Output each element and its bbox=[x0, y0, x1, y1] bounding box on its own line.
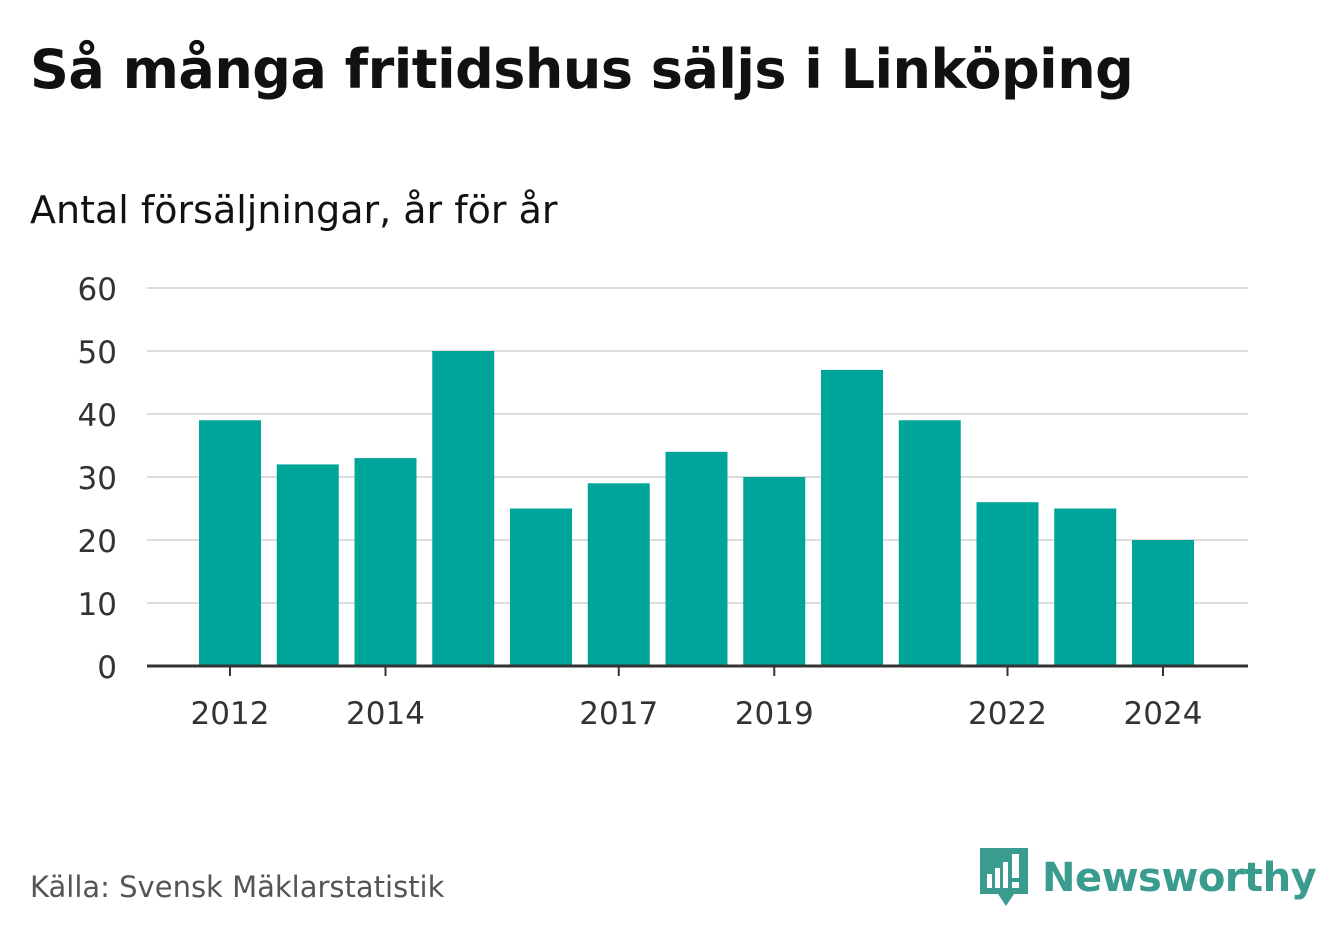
x-tick-label: 2022 bbox=[968, 696, 1047, 732]
x-tick-label: 2012 bbox=[191, 696, 270, 732]
y-tick-label: 0 bbox=[97, 650, 117, 686]
y-tick-label: 10 bbox=[78, 587, 117, 623]
source-note: Källa: Svensk Mäklarstatistik bbox=[30, 870, 445, 904]
bar bbox=[665, 451, 728, 666]
bar bbox=[1054, 508, 1117, 666]
bar bbox=[199, 420, 261, 666]
chart-subtitle: Antal försäljningar, år för år bbox=[30, 188, 558, 232]
bar bbox=[276, 464, 339, 666]
x-tick-label: 2024 bbox=[1124, 696, 1203, 732]
newsworthy-logo-icon bbox=[980, 848, 1028, 906]
x-tick-label: 2017 bbox=[579, 696, 658, 732]
brand-logo: Newsworthy bbox=[980, 848, 1317, 908]
bar-chart: 0 10 20 30 40 50 60 2012 2014 2017 2019 2022 2024 bbox=[78, 272, 1248, 732]
y-tick-label: 30 bbox=[78, 461, 117, 497]
bar bbox=[976, 502, 1039, 666]
y-tick-label: 50 bbox=[78, 335, 117, 371]
y-tick-label: 20 bbox=[78, 524, 117, 560]
x-tick-label: 2019 bbox=[735, 696, 814, 732]
y-tick-label: 60 bbox=[78, 272, 117, 308]
bar bbox=[743, 477, 806, 666]
bar bbox=[587, 483, 650, 666]
bar bbox=[1132, 540, 1194, 666]
bar bbox=[510, 508, 572, 666]
brand-name: Newsworthy bbox=[1042, 855, 1317, 901]
bar bbox=[821, 369, 883, 666]
bar bbox=[898, 420, 961, 666]
x-tick-label: 2014 bbox=[346, 696, 425, 732]
y-tick-label: 40 bbox=[78, 398, 117, 434]
bar bbox=[432, 351, 495, 666]
chart-title: Så många fritidshus säljs i Linköping bbox=[30, 38, 1134, 101]
bar bbox=[354, 458, 417, 666]
